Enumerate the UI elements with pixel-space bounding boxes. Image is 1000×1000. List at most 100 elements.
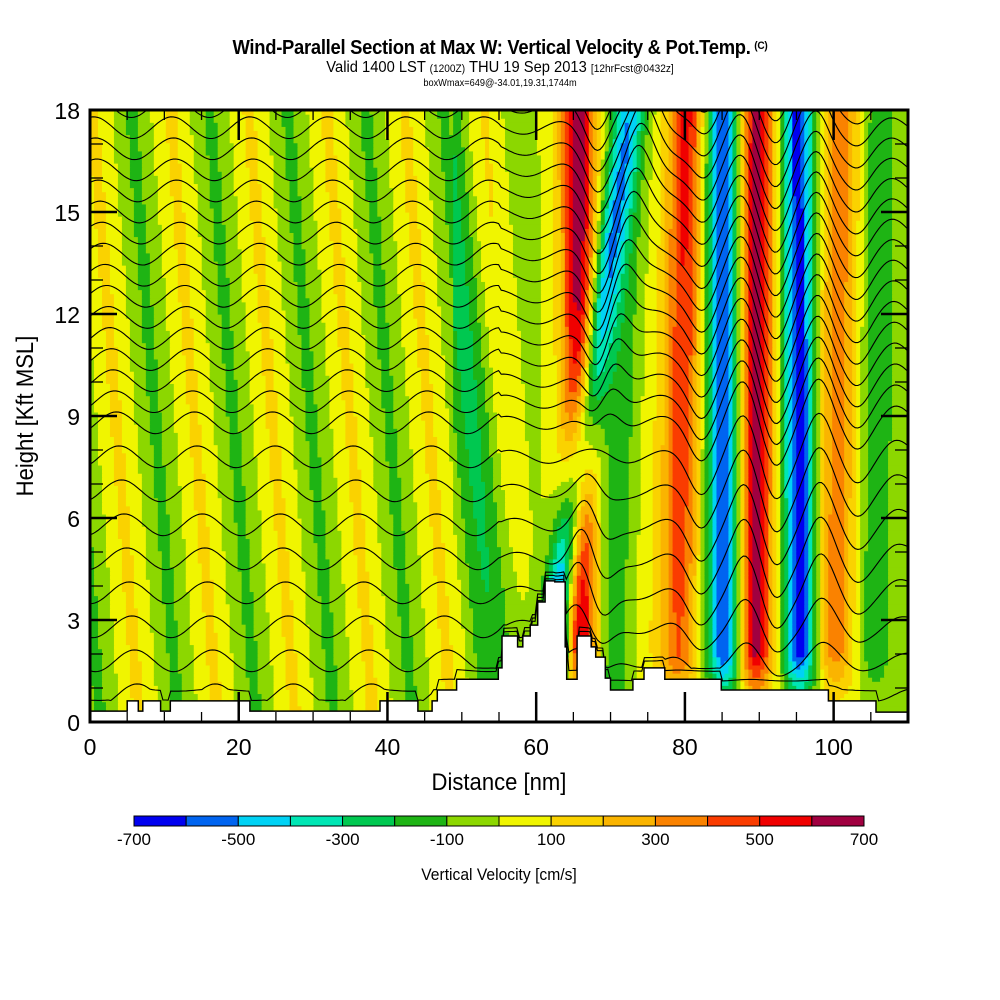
velocity-cell xyxy=(812,648,817,654)
velocity-cell xyxy=(676,640,682,646)
velocity-cell xyxy=(748,656,753,662)
velocity-cell xyxy=(544,558,550,564)
velocity-cell xyxy=(405,571,422,576)
velocity-cell xyxy=(309,485,323,491)
velocity-cell xyxy=(313,489,323,495)
velocity-cell xyxy=(572,595,578,601)
velocity-cell xyxy=(704,493,710,499)
velocity-cell xyxy=(664,668,674,674)
velocity-cell xyxy=(636,538,654,544)
velocity-cell xyxy=(812,656,817,662)
velocity-cell xyxy=(233,493,247,499)
velocity-cell xyxy=(728,595,734,601)
velocity-cell xyxy=(848,530,857,535)
velocity-cell xyxy=(133,603,151,609)
velocity-cell xyxy=(205,660,219,666)
velocity-cell xyxy=(93,693,103,699)
velocity-cell xyxy=(780,636,785,641)
velocity-cell xyxy=(580,562,590,568)
velocity-cell xyxy=(768,485,773,491)
velocity-cell xyxy=(636,534,654,539)
velocity-cell xyxy=(764,534,769,539)
velocity-cell xyxy=(788,664,793,670)
velocity-cell xyxy=(600,628,610,633)
velocity-cell xyxy=(429,509,442,515)
velocity-cell xyxy=(692,579,698,584)
velocity-cell xyxy=(636,640,650,646)
velocity-cell xyxy=(744,509,749,515)
velocity-cell xyxy=(792,681,805,686)
velocity-cell xyxy=(197,518,207,523)
velocity-cell xyxy=(189,599,203,605)
velocity-cell xyxy=(520,591,526,597)
velocity-cell xyxy=(457,566,470,572)
velocity-cell xyxy=(580,522,586,527)
velocity-cell xyxy=(425,640,442,646)
velocity-cell xyxy=(728,497,734,503)
velocity-cell xyxy=(684,550,694,556)
velocity-cell xyxy=(421,571,434,576)
velocity-cell xyxy=(253,591,267,597)
velocity-cell xyxy=(189,603,203,609)
velocity-cell xyxy=(828,632,845,637)
velocity-cell xyxy=(692,583,698,588)
velocity-cell xyxy=(680,668,694,674)
velocity-cell xyxy=(636,660,654,666)
velocity-cell xyxy=(213,615,231,621)
velocity-cell xyxy=(125,640,139,646)
velocity-cell xyxy=(285,664,299,670)
velocity-cell xyxy=(572,571,578,576)
velocity-cell xyxy=(157,534,171,539)
velocity-cell xyxy=(692,575,698,580)
velocity-cell xyxy=(165,611,175,617)
velocity-cell xyxy=(776,611,781,617)
velocity-cell xyxy=(556,534,570,539)
velocity-cell xyxy=(137,624,151,629)
velocity-cell xyxy=(796,497,805,503)
velocity-cell xyxy=(772,571,777,576)
velocity-cell xyxy=(90,644,99,650)
velocity-cell xyxy=(748,513,753,519)
velocity-cell xyxy=(740,562,745,568)
velocity-cell xyxy=(708,550,714,556)
velocity-cell xyxy=(257,485,275,491)
velocity-cell xyxy=(560,505,574,511)
velocity-cell xyxy=(692,652,698,658)
velocity-cell xyxy=(177,648,195,654)
velocity-cell xyxy=(121,554,135,560)
velocity-cell xyxy=(828,693,845,699)
velocity-cell xyxy=(485,542,498,548)
velocity-cell xyxy=(768,624,773,629)
velocity-cell xyxy=(596,546,602,552)
velocity-cell xyxy=(588,607,594,613)
velocity-cell xyxy=(672,530,686,535)
velocity-cell xyxy=(473,505,486,511)
velocity-cell xyxy=(313,705,331,711)
velocity-cell xyxy=(780,485,785,491)
velocity-cell xyxy=(393,697,406,703)
velocity-cell xyxy=(361,648,374,654)
velocity-cell xyxy=(816,575,821,580)
velocity-cell xyxy=(493,493,506,499)
velocity-cell xyxy=(736,566,742,572)
velocity-cell xyxy=(584,518,590,523)
velocity-cell xyxy=(856,583,861,588)
velocity-cell xyxy=(764,550,769,556)
velocity-cell xyxy=(293,632,311,637)
velocity-cell xyxy=(660,542,670,548)
velocity-cell xyxy=(213,599,227,605)
velocity-cell xyxy=(572,656,578,662)
velocity-cell xyxy=(445,583,462,588)
velocity-cell xyxy=(820,591,825,597)
velocity-cell xyxy=(668,554,674,560)
velocity-cell xyxy=(504,509,534,515)
velocity-cell xyxy=(429,493,442,499)
velocity-cell xyxy=(768,648,773,654)
velocity-cell xyxy=(852,615,861,621)
velocity-cell xyxy=(357,558,366,564)
velocity-cell xyxy=(377,489,390,495)
velocity-cell xyxy=(752,673,761,678)
velocity-cell xyxy=(209,542,223,548)
velocity-cell xyxy=(329,603,346,609)
velocity-cell xyxy=(305,599,323,605)
